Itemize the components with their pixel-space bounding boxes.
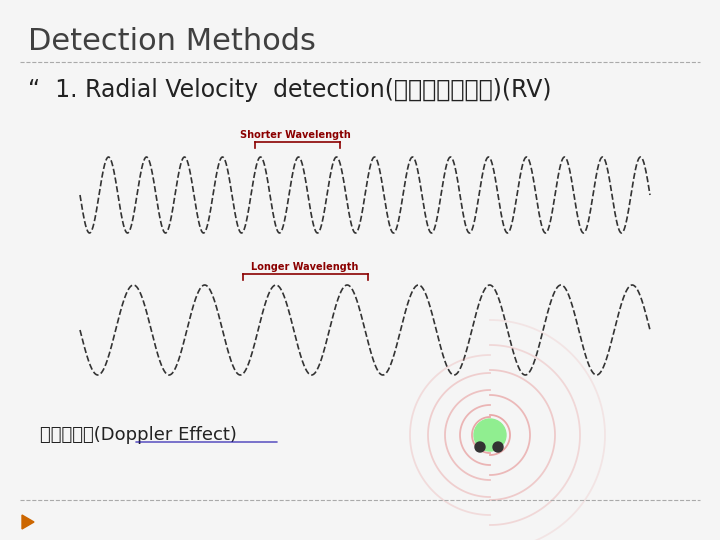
Text: 多普勒效應(Doppler Effect): 多普勒效應(Doppler Effect)	[40, 426, 237, 444]
Circle shape	[481, 420, 495, 434]
Polygon shape	[22, 515, 34, 529]
Circle shape	[475, 442, 485, 452]
Text: “  1. Radial Velocity  detection(徑向速度測量法)(RV): “ 1. Radial Velocity detection(徑向速度測量法)(…	[28, 78, 552, 102]
Text: Shorter Wavelength: Shorter Wavelength	[240, 130, 351, 140]
Circle shape	[493, 442, 503, 452]
Text: Longer Wavelength: Longer Wavelength	[251, 262, 359, 272]
Circle shape	[474, 419, 506, 451]
Text: Detection Methods: Detection Methods	[28, 28, 316, 57]
